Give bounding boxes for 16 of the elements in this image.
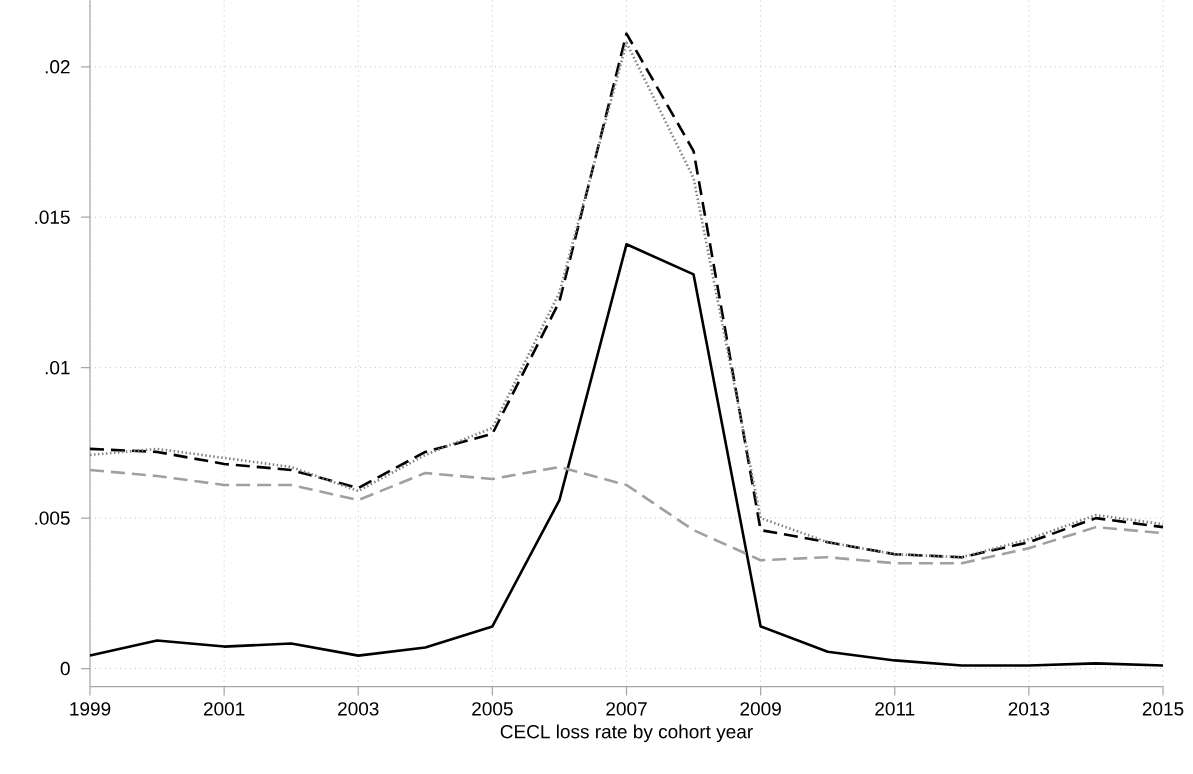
y-tick-label: .02 bbox=[45, 60, 70, 74]
x-tick-label: 2003 bbox=[338, 702, 379, 716]
y-tick-label: .01 bbox=[45, 361, 70, 375]
line-series bbox=[88, 243, 1165, 668]
y-tick-label: 0 bbox=[60, 662, 70, 676]
x-tick-label: 2007 bbox=[606, 702, 647, 716]
y-tick-label: .015 bbox=[35, 210, 70, 225]
x-tick-label: 2001 bbox=[203, 702, 245, 716]
x-tick-label: 2015 bbox=[1142, 702, 1184, 716]
x-tick-label: 2009 bbox=[740, 702, 781, 716]
x-tick-label: 1999 bbox=[70, 702, 111, 716]
y-tick-label: .005 bbox=[35, 511, 70, 526]
x-axis-title: CECL loss rate by cohort year bbox=[500, 724, 753, 743]
x-tick-label: 2005 bbox=[472, 702, 513, 716]
x-tick-label: 2011 bbox=[875, 702, 915, 716]
x-tick-label: 2013 bbox=[1008, 702, 1050, 716]
